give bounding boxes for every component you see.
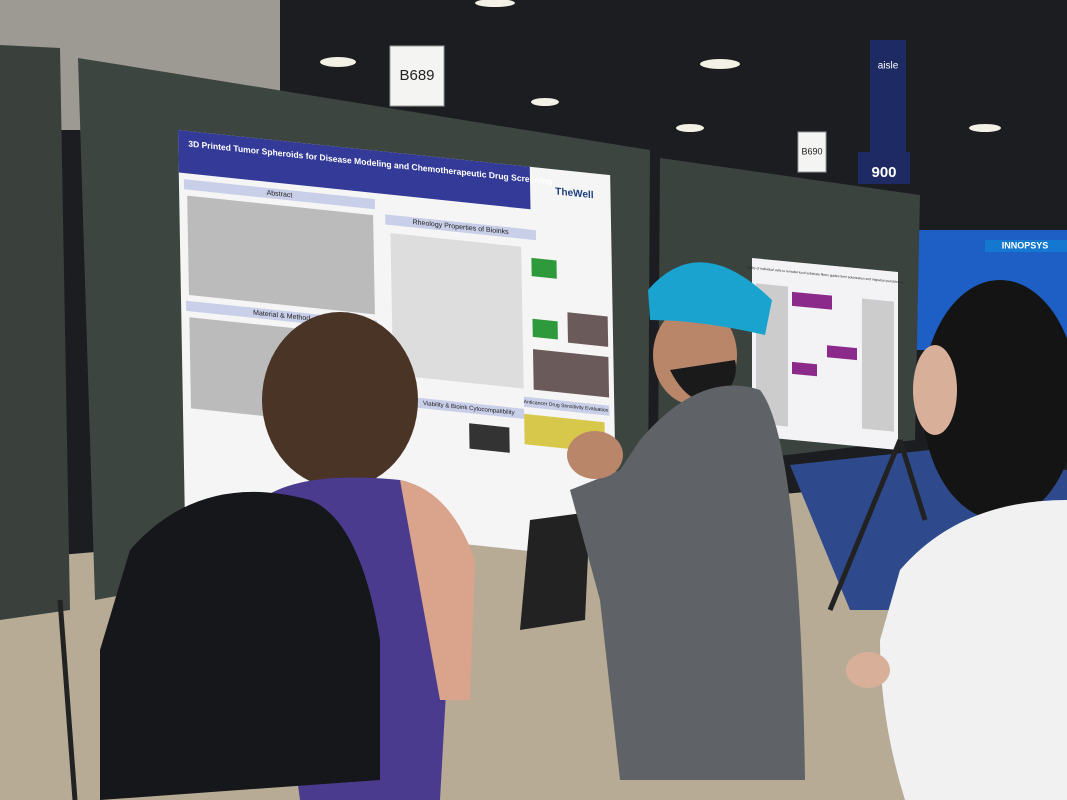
section-header bbox=[413, 397, 525, 419]
poster-figures bbox=[792, 291, 857, 377]
section-title: Abstract bbox=[266, 189, 292, 200]
booth-sign bbox=[797, 131, 827, 173]
ceiling-lights bbox=[320, 0, 1001, 132]
backpack bbox=[100, 491, 380, 800]
section-header bbox=[523, 396, 610, 416]
poster-sheet bbox=[752, 258, 898, 451]
banner-strip bbox=[985, 240, 1067, 252]
poster-figures bbox=[469, 312, 610, 453]
person-hands bbox=[846, 652, 890, 688]
person-hands bbox=[567, 431, 623, 479]
person-hair bbox=[262, 312, 418, 488]
person-face bbox=[913, 345, 957, 435]
banner-text: INNOPSYS bbox=[1002, 240, 1049, 250]
aisle-label: aisle bbox=[878, 61, 899, 72]
aisle-sign bbox=[858, 152, 910, 184]
person-arm bbox=[400, 480, 475, 700]
easel bbox=[57, 439, 928, 800]
booth-number: B690 bbox=[801, 146, 822, 156]
poster: Ability of individual cells to remodel l… bbox=[747, 258, 903, 451]
person-shirt bbox=[880, 500, 1067, 800]
jacket bbox=[570, 385, 805, 780]
poster-board bbox=[0, 45, 70, 620]
booth-sign bbox=[389, 45, 445, 107]
aisle-sign bbox=[870, 40, 906, 160]
section-header bbox=[385, 214, 537, 241]
aisle-number: 900 bbox=[871, 164, 896, 181]
person-hair bbox=[922, 280, 1067, 520]
section-header bbox=[183, 179, 376, 210]
turban bbox=[648, 262, 772, 335]
booth-number: B689 bbox=[399, 67, 434, 84]
poster-title-bar bbox=[178, 130, 531, 210]
poster-logo: TheWell bbox=[555, 186, 594, 201]
chair bbox=[520, 512, 590, 630]
